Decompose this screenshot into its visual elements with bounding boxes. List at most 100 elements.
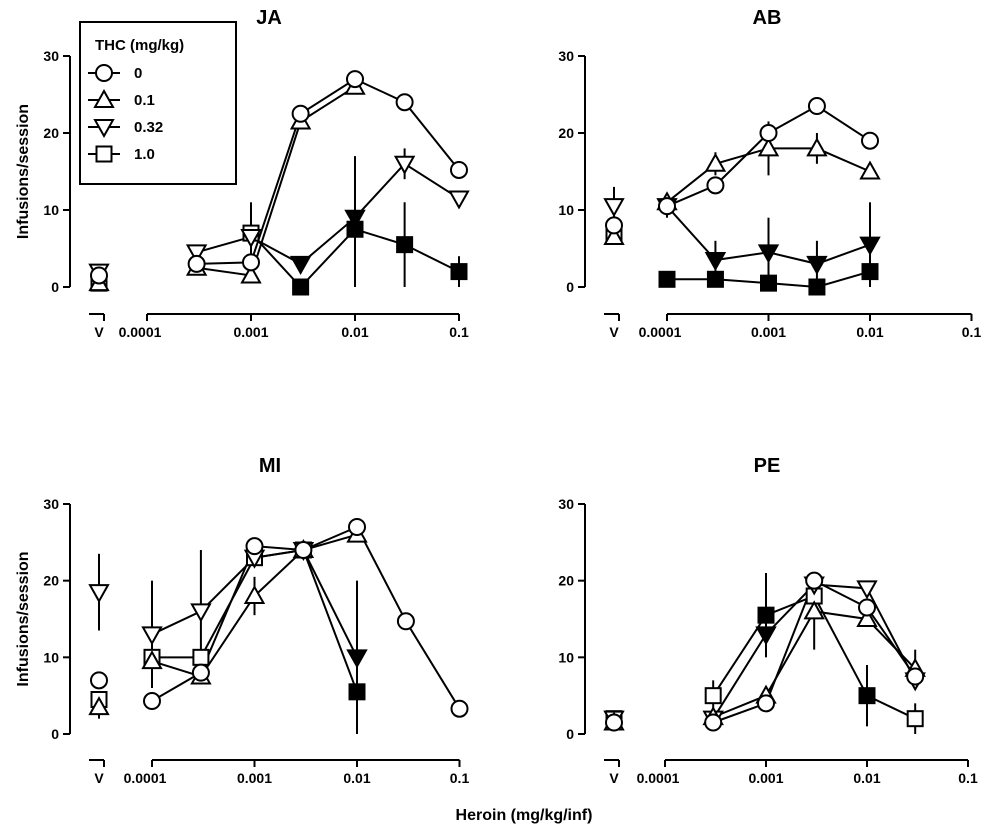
legend-label: 0.32 <box>134 119 163 136</box>
data-point-thc-1.0 <box>450 263 468 281</box>
data-point-thc-1.0 <box>906 710 924 728</box>
y-tick-label: 0 <box>51 726 59 742</box>
data-point-thc-0 <box>805 571 824 590</box>
vehicle-point-thc-0.1 <box>88 696 110 716</box>
data-point-thc-0.1 <box>806 137 828 157</box>
data-point-thc-0.1 <box>243 584 266 604</box>
y-axis-label: Infusions/session <box>15 551 32 686</box>
data-point-thc-1.0 <box>808 278 826 296</box>
data-point-thc-0.32 <box>141 626 163 646</box>
x-tick-label: V <box>94 324 104 340</box>
vehicle-point-thc-0.32 <box>603 198 625 218</box>
legend-marker-circle <box>95 64 113 82</box>
data-point-thc-0.32 <box>346 649 368 669</box>
y-tick-label: 20 <box>558 573 574 589</box>
panel-title: JA <box>256 7 282 29</box>
data-point-thc-0 <box>706 176 725 195</box>
panel-ja: JA 0 10 20 30 Infusions/session V 0.0001 0.001 0.… <box>15 7 470 340</box>
y-tick-label: 20 <box>43 125 59 141</box>
panel-title: AB <box>753 7 782 29</box>
data-point-thc-0 <box>861 131 879 150</box>
data-point-thc-0 <box>346 70 364 89</box>
x-tick-label: 0.001 <box>751 324 786 340</box>
data-point-thc-0 <box>757 694 775 713</box>
x-tick-label: 0.001 <box>237 770 272 786</box>
y-tick-label: 30 <box>43 48 59 64</box>
data-point-thc-0.1 <box>757 137 780 157</box>
data-point-thc-1.0 <box>658 270 676 288</box>
data-point-thc-0.1 <box>859 160 881 180</box>
y-axis-label: Infusions/session <box>15 104 32 239</box>
data-point-thc-0 <box>191 663 210 682</box>
y-tick-label: 10 <box>558 202 574 218</box>
data-point-thc-0 <box>450 699 469 718</box>
vehicle-point-thc-0 <box>90 671 108 690</box>
y-tick-label: 10 <box>43 649 59 665</box>
data-point-thc-0.32 <box>757 244 780 264</box>
series-line-thc-0.32 <box>196 162 460 266</box>
x-axis-label: Heroin (mg/kg/inf) <box>456 807 593 824</box>
legend-title: THC (mg/kg) <box>95 37 184 54</box>
data-point-thc-0 <box>348 518 366 536</box>
legend-label: 0 <box>134 65 142 82</box>
data-point-thc-0 <box>242 253 260 272</box>
x-tick-label: 0.0001 <box>119 324 162 340</box>
x-tick-label: 0.1 <box>450 770 470 786</box>
data-point-thc-0.32 <box>190 603 212 623</box>
data-point-thc-0 <box>858 598 876 617</box>
vehicle-point-thc-0.32 <box>88 584 110 604</box>
data-point-thc-0 <box>395 93 414 112</box>
y-tick-label: 20 <box>43 573 59 589</box>
data-point-thc-0 <box>906 667 925 686</box>
y-tick-label: 30 <box>558 496 574 512</box>
x-tick-label: 0.1 <box>962 324 982 340</box>
x-tick-label: V <box>609 770 619 786</box>
legend-label: 0.1 <box>134 92 155 109</box>
data-point-thc-1.0 <box>760 274 777 292</box>
data-point-thc-0.32 <box>704 252 727 272</box>
x-tick-label: 0.01 <box>343 770 370 786</box>
panel-title: MI <box>259 455 281 477</box>
y-tick-label: 0 <box>566 279 574 295</box>
panel-ab: AB 0 10 20 30 V 0.0001 0.001 0.01 0.1 <box>558 7 981 340</box>
legend-marker-triangle-up <box>93 88 115 108</box>
data-point-thc-0.32 <box>289 255 312 275</box>
data-point-thc-1.0 <box>704 687 722 705</box>
legend-marker-square <box>95 145 113 163</box>
data-point-thc-0.1 <box>803 600 825 620</box>
legend: THC (mg/kg) 0 0.1 0.32 1.0 <box>79 21 237 185</box>
y-tick-label: 0 <box>566 726 574 742</box>
data-point-thc-0 <box>143 692 161 711</box>
y-tick-label: 0 <box>51 279 59 295</box>
x-tick-label: 0.01 <box>856 324 883 340</box>
data-point-thc-1.0 <box>192 648 210 666</box>
data-point-thc-1.0 <box>757 606 775 624</box>
x-tick-label: 0.001 <box>748 770 783 786</box>
panel-title: PE <box>754 455 781 477</box>
panel-mi: MI 0 10 20 30 Infusions/session V 0.0001 0.001 0.… <box>15 455 469 786</box>
x-tick-label: 0.0001 <box>637 770 680 786</box>
x-tick-label: 0.0001 <box>124 770 167 786</box>
data-point-thc-1.0 <box>706 270 724 288</box>
data-point-thc-0.32 <box>856 580 878 600</box>
data-point-thc-0.1 <box>704 152 727 172</box>
data-point-thc-0.32 <box>393 155 416 175</box>
x-tick-label: 0.01 <box>853 770 880 786</box>
vehicle-point-thc-0 <box>605 216 623 235</box>
data-point-thc-0.32 <box>859 236 881 256</box>
legend-label: 1.0 <box>134 146 155 163</box>
x-tick-label: 0.1 <box>958 770 978 786</box>
data-point-thc-0 <box>187 254 206 273</box>
data-point-thc-1.0 <box>858 687 876 705</box>
data-point-thc-0 <box>294 541 313 559</box>
x-tick-label: 0.0001 <box>639 324 682 340</box>
data-point-thc-0 <box>450 160 468 179</box>
data-point-thc-0 <box>245 537 264 556</box>
data-point-thc-0.32 <box>448 190 470 210</box>
data-point-thc-0.1 <box>141 650 163 670</box>
series-line-thc-0.1 <box>196 85 356 277</box>
data-point-thc-1.0 <box>861 263 879 281</box>
vehicle-point-thc-0.1 <box>603 225 625 245</box>
y-tick-label: 30 <box>43 496 59 512</box>
